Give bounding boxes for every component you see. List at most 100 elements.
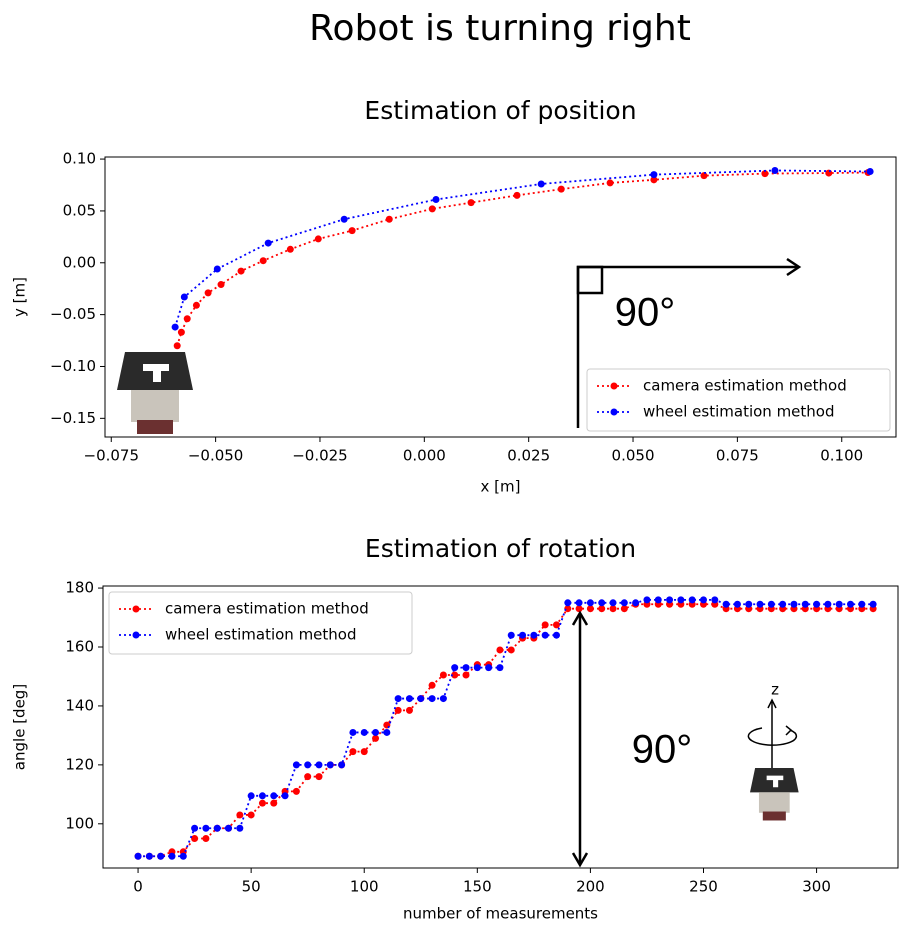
chart-title: Estimation of position bbox=[364, 96, 636, 125]
data-point bbox=[598, 599, 606, 607]
y-tick-label: −0.10 bbox=[50, 357, 96, 375]
data-point bbox=[552, 621, 560, 629]
legend-label: wheel estimation method bbox=[643, 403, 835, 421]
robot-body bbox=[758, 792, 790, 813]
data-point bbox=[247, 792, 255, 800]
data-point bbox=[541, 631, 549, 639]
robot-base bbox=[762, 811, 786, 821]
data-point bbox=[537, 180, 545, 188]
data-point bbox=[541, 621, 549, 629]
plot-frame bbox=[102, 585, 899, 869]
robot-body bbox=[131, 390, 179, 422]
x-tick-label: 50 bbox=[242, 878, 261, 896]
data-point bbox=[711, 596, 719, 604]
data-point bbox=[292, 761, 300, 769]
arrow-heads bbox=[571, 610, 589, 868]
data-point bbox=[168, 852, 176, 860]
data-point bbox=[179, 852, 187, 860]
y-tick-label: −0.05 bbox=[50, 305, 96, 323]
data-point bbox=[632, 599, 640, 607]
axis-annotation: z bbox=[771, 681, 779, 699]
data-point bbox=[372, 734, 380, 742]
data-point bbox=[259, 257, 267, 265]
x-tick-label: 0.100 bbox=[820, 447, 863, 465]
data-point bbox=[813, 600, 821, 608]
data-point bbox=[513, 191, 521, 199]
z-head bbox=[767, 698, 777, 709]
arrow-head bbox=[786, 257, 802, 277]
data-point bbox=[496, 664, 504, 672]
data-point bbox=[428, 681, 436, 689]
data-point bbox=[650, 171, 658, 179]
data-point bbox=[180, 293, 188, 301]
data-point bbox=[314, 235, 322, 243]
data-point bbox=[699, 596, 707, 604]
data-point bbox=[217, 281, 225, 289]
x-tick-label: 0 bbox=[133, 878, 143, 896]
data-point bbox=[507, 631, 515, 639]
y-tick-label: 0.05 bbox=[63, 201, 96, 219]
right-angle-box bbox=[576, 265, 604, 295]
data-point bbox=[485, 664, 493, 672]
rotation-arc bbox=[747, 727, 798, 746]
data-point bbox=[439, 671, 447, 679]
rotation-head bbox=[785, 725, 793, 736]
x-tick-label: 300 bbox=[802, 878, 831, 896]
data-point bbox=[326, 761, 334, 769]
data-point bbox=[304, 761, 312, 769]
data-point bbox=[745, 600, 753, 608]
data-point bbox=[779, 600, 787, 608]
x-tick-label: −0.050 bbox=[188, 447, 244, 465]
data-point bbox=[173, 342, 181, 350]
data-point bbox=[428, 205, 436, 213]
data-point bbox=[598, 605, 606, 613]
y-tick-label: 180 bbox=[65, 579, 94, 597]
data-point bbox=[236, 811, 244, 819]
data-point bbox=[338, 761, 346, 769]
x-tick-label: 0.050 bbox=[612, 447, 655, 465]
data-point bbox=[372, 728, 380, 736]
data-point bbox=[204, 289, 212, 297]
data-point bbox=[530, 631, 538, 639]
data-point bbox=[281, 792, 289, 800]
data-point bbox=[360, 728, 368, 736]
data-point bbox=[213, 265, 221, 273]
legend-label: camera estimation method bbox=[643, 377, 847, 395]
robot-marker bbox=[766, 775, 784, 788]
legend-marker bbox=[610, 382, 618, 390]
x-tick-label: −0.075 bbox=[84, 447, 140, 465]
angle-annotation: 90° bbox=[615, 291, 676, 335]
data-point bbox=[564, 599, 572, 607]
data-point bbox=[451, 664, 459, 672]
data-point bbox=[258, 799, 266, 807]
x-tick-label: 200 bbox=[576, 878, 605, 896]
x-axis-label: number of measurements bbox=[403, 905, 598, 923]
data-point bbox=[858, 600, 866, 608]
data-point bbox=[801, 600, 809, 608]
x-tick-label: 100 bbox=[350, 878, 379, 896]
x-tick-label: 0.075 bbox=[716, 447, 759, 465]
y-tick-label: −0.15 bbox=[50, 409, 96, 427]
data-point bbox=[202, 824, 210, 832]
data-point bbox=[145, 852, 153, 860]
data-point bbox=[264, 239, 272, 247]
data-point bbox=[700, 172, 708, 180]
y-axis-label: angle [deg] bbox=[11, 684, 29, 770]
data-point bbox=[575, 605, 583, 613]
y-tick-label: 100 bbox=[65, 814, 94, 832]
plot-frame bbox=[104, 156, 897, 438]
data-point bbox=[385, 215, 393, 223]
x-tick-label: 0.000 bbox=[403, 447, 446, 465]
data-point bbox=[654, 596, 662, 604]
data-point bbox=[134, 852, 142, 860]
data-point bbox=[349, 748, 357, 756]
data-point bbox=[733, 600, 741, 608]
data-point bbox=[191, 835, 199, 843]
data-point bbox=[405, 706, 413, 714]
data-point bbox=[439, 695, 447, 703]
data-point bbox=[761, 170, 769, 178]
data-point bbox=[620, 605, 628, 613]
data-point bbox=[270, 799, 278, 807]
data-point bbox=[258, 792, 266, 800]
